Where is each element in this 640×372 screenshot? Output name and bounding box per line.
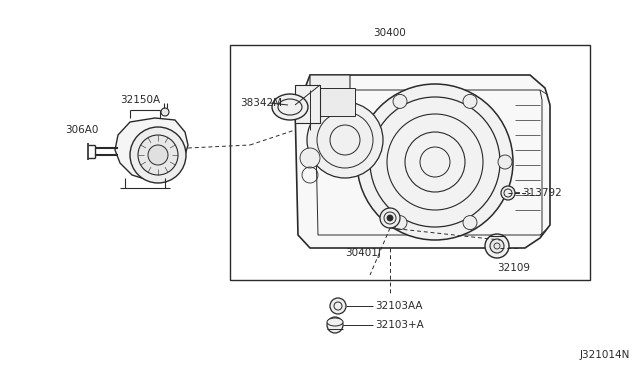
Circle shape: [490, 239, 504, 253]
Circle shape: [161, 108, 169, 116]
Text: 306A0: 306A0: [65, 125, 99, 135]
Circle shape: [393, 216, 407, 230]
Circle shape: [330, 298, 346, 314]
Circle shape: [300, 148, 320, 168]
Circle shape: [387, 215, 393, 221]
Circle shape: [148, 145, 168, 165]
Circle shape: [327, 317, 343, 333]
Polygon shape: [295, 75, 550, 248]
Text: 32103AA: 32103AA: [375, 301, 422, 311]
Circle shape: [498, 155, 512, 169]
Circle shape: [130, 127, 186, 183]
Circle shape: [485, 234, 509, 258]
Circle shape: [357, 84, 513, 240]
Circle shape: [358, 155, 372, 169]
Text: 30401J: 30401J: [345, 248, 381, 258]
Ellipse shape: [327, 318, 343, 326]
Circle shape: [380, 208, 400, 228]
Polygon shape: [310, 75, 350, 115]
Polygon shape: [115, 118, 188, 180]
Text: J321014N: J321014N: [580, 350, 630, 360]
Circle shape: [463, 216, 477, 230]
Text: 313792: 313792: [522, 188, 562, 198]
Circle shape: [393, 94, 407, 108]
Bar: [230, 45, 590, 280]
Circle shape: [501, 186, 515, 200]
Ellipse shape: [272, 94, 308, 120]
Text: 30400: 30400: [374, 28, 406, 38]
Circle shape: [138, 135, 178, 175]
Bar: [295, 85, 320, 123]
Circle shape: [307, 102, 383, 178]
Bar: [315, 88, 355, 116]
Text: 32103+A: 32103+A: [375, 320, 424, 330]
Text: 38342M: 38342M: [240, 98, 282, 108]
Text: 32109: 32109: [497, 263, 530, 273]
Text: 32150A: 32150A: [120, 95, 160, 105]
Circle shape: [463, 94, 477, 108]
